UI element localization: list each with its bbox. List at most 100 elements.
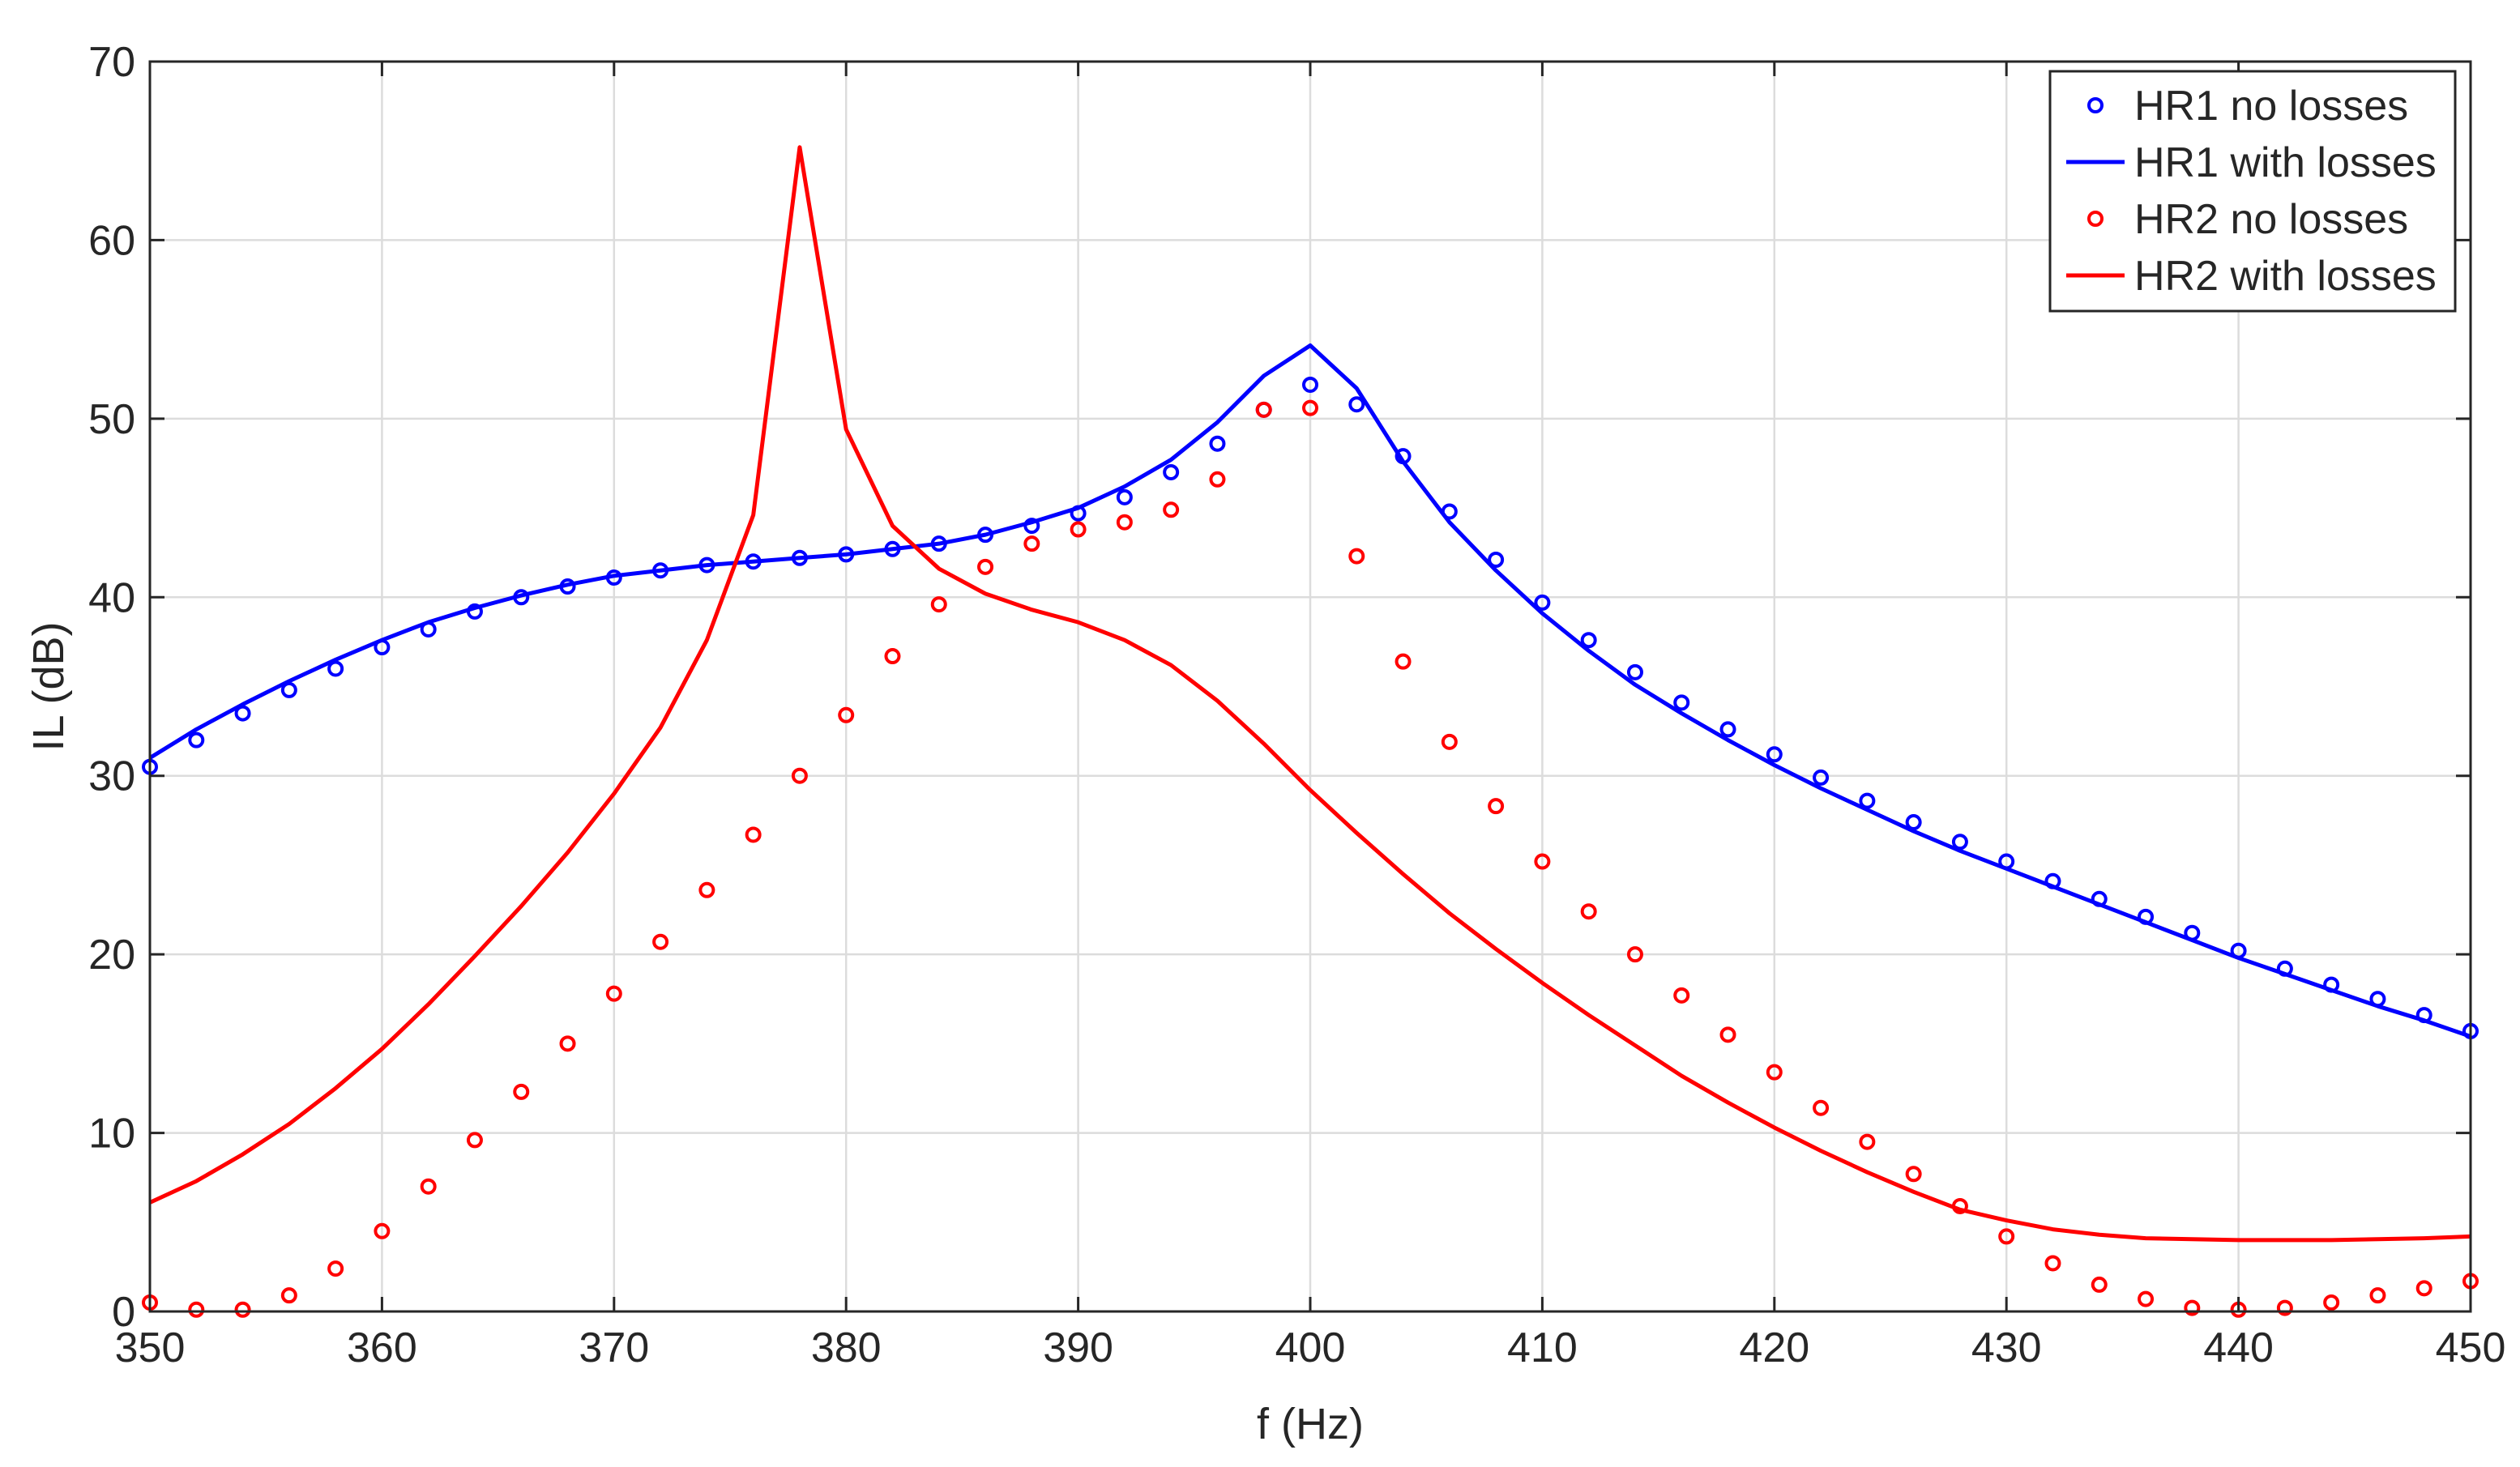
data-point-hr2-no-losses: [1766, 1064, 1783, 1081]
legend-label-hr2-with-losses: HR2 with losses: [2134, 253, 2437, 300]
data-point-hr2-no-losses: [2044, 1255, 2061, 1272]
data-point-hr2-no-losses: [884, 648, 901, 665]
y-tick-label: 30: [88, 753, 135, 800]
data-point-hr1-no-losses: [1905, 814, 1922, 831]
data-point-hr2-no-losses: [1673, 987, 1690, 1004]
series-layer: [142, 145, 2479, 1318]
data-point-hr2-no-losses: [1534, 853, 1551, 870]
x-tick-label: 450: [2436, 1324, 2506, 1371]
data-point-hr2-no-losses: [791, 767, 808, 784]
legend-swatch-hr2-no-losses: [2087, 211, 2104, 227]
data-point-hr1-no-losses: [1163, 463, 1180, 480]
tick-labels: 350 360 370 380 390 400 410 420 430 440 450 0 10 20 30…: [88, 39, 2505, 1371]
data-point-hr2-no-losses: [1441, 733, 1458, 750]
data-point-hr2-no-losses: [2369, 1287, 2386, 1304]
data-point-hr2-no-losses: [1116, 514, 1133, 531]
legend-swatch-hr1-no-losses: [2087, 97, 2104, 113]
data-point-hr2-no-losses: [838, 706, 855, 723]
data-point-hr2-no-losses: [280, 1287, 297, 1304]
data-point-hr2-no-losses: [2415, 1280, 2432, 1297]
legend-label-hr1-no-losses: HR1 no losses: [2134, 83, 2408, 130]
data-point-hr2-no-losses: [1859, 1133, 1876, 1150]
data-point-hr1-no-losses: [1534, 594, 1551, 611]
x-tick-label: 420: [1739, 1324, 1809, 1371]
x-tick-label: 400: [1275, 1324, 1346, 1371]
x-tick-label: 440: [2203, 1324, 2274, 1371]
data-point-hr2-no-losses: [652, 933, 669, 950]
data-point-hr2-no-losses: [374, 1222, 391, 1239]
x-tick-label: 380: [811, 1324, 882, 1371]
legend-box: [2048, 70, 2457, 313]
data-point-hr1-no-losses: [1951, 834, 1968, 851]
data-point-hr2-no-losses: [605, 985, 622, 1002]
data-point-hr2-no-losses: [327, 1260, 344, 1277]
data-point-hr2-no-losses: [1070, 521, 1087, 538]
y-tick-label: 40: [88, 574, 135, 621]
data-point-hr2-no-losses: [1302, 399, 1318, 416]
y-axis-label: IL (dB): [24, 621, 73, 751]
x-tick-label: 360: [347, 1324, 417, 1371]
x-tick-label: 370: [579, 1324, 649, 1371]
data-point-hr2-no-losses: [466, 1132, 483, 1149]
data-point-hr2-no-losses: [698, 881, 715, 898]
data-point-hr1-no-losses: [1116, 488, 1133, 505]
data-point-hr1-no-losses: [1209, 435, 1226, 452]
data-point-hr1-no-losses: [188, 731, 205, 748]
axis-ticks: [148, 60, 2472, 1313]
data-point-hr2-no-losses: [2091, 1276, 2108, 1293]
data-point-hr2-no-losses: [1209, 471, 1226, 488]
y-tick-label: 50: [88, 396, 135, 443]
data-point-hr2-no-losses: [559, 1035, 576, 1052]
data-point-hr1-no-losses: [280, 681, 297, 698]
data-point-hr2-no-losses: [188, 1301, 205, 1318]
data-point-hr2-no-losses: [234, 1301, 251, 1318]
data-point-hr2-no-losses: [1395, 653, 1412, 670]
data-point-hr2-no-losses: [2138, 1290, 2155, 1307]
data-point-hr2-no-losses: [1580, 903, 1597, 920]
x-tick-label: 430: [1971, 1324, 2042, 1371]
data-point-hr1-no-losses: [1813, 769, 1830, 786]
y-tick-label: 0: [112, 1289, 135, 1336]
legend-label-hr1-with-losses: HR1 with losses: [2134, 139, 2437, 186]
data-point-hr1-no-losses: [1766, 746, 1783, 763]
data-point-hr1-no-losses: [327, 660, 344, 677]
data-point-hr2-no-losses: [420, 1178, 437, 1195]
y-tick-label: 10: [88, 1111, 135, 1158]
data-point-hr1-no-losses: [1859, 792, 1876, 809]
x-tick-label: 410: [1507, 1324, 1578, 1371]
data-point-hr2-no-losses: [1163, 501, 1180, 518]
data-point-hr2-no-losses: [2276, 1299, 2293, 1316]
y-tick-label: 60: [88, 217, 135, 264]
data-point-hr2-no-losses: [1719, 1026, 1736, 1043]
data-point-hr1-no-losses: [1302, 376, 1318, 393]
x-tick-label: 390: [1043, 1324, 1113, 1371]
series-line-hr1-with-losses: [148, 343, 2471, 1038]
x-tick-label: 350: [115, 1324, 186, 1371]
data-point-hr2-no-losses: [1255, 401, 1272, 418]
legend-label-hr2-no-losses: HR2 no losses: [2134, 196, 2408, 243]
data-point-hr1-no-losses: [1488, 551, 1505, 568]
data-point-hr1-no-losses: [1348, 396, 1365, 413]
legend: HR1 no losses HR1 with losses HR2 no losse…: [2048, 70, 2457, 313]
data-point-hr1-no-losses: [1719, 721, 1736, 738]
data-point-hr2-no-losses: [1813, 1099, 1830, 1116]
data-point-hr2-no-losses: [2323, 1294, 2340, 1311]
data-point-hr2-no-losses: [1023, 535, 1040, 552]
data-point-hr2-no-losses: [930, 596, 947, 613]
y-tick-label: 20: [88, 932, 135, 979]
series-line-hr2-with-losses: [148, 145, 2471, 1243]
data-point-hr1-no-losses: [1626, 663, 1643, 680]
data-point-hr2-no-losses: [1905, 1166, 1922, 1183]
data-point-hr2-no-losses: [745, 826, 762, 843]
data-point-hr2-no-losses: [513, 1083, 530, 1100]
data-point-hr2-no-losses: [2184, 1299, 2201, 1316]
data-point-hr1-no-losses: [1580, 632, 1597, 649]
data-point-hr2-no-losses: [1348, 548, 1365, 565]
data-point-hr2-no-losses: [977, 558, 994, 575]
x-axis-label: f (Hz): [1257, 1400, 1364, 1448]
y-tick-label: 70: [88, 39, 135, 86]
data-point-hr2-no-losses: [1998, 1228, 2015, 1245]
data-point-hr2-no-losses: [1626, 946, 1643, 963]
data-point-hr1-no-losses: [1673, 694, 1690, 711]
